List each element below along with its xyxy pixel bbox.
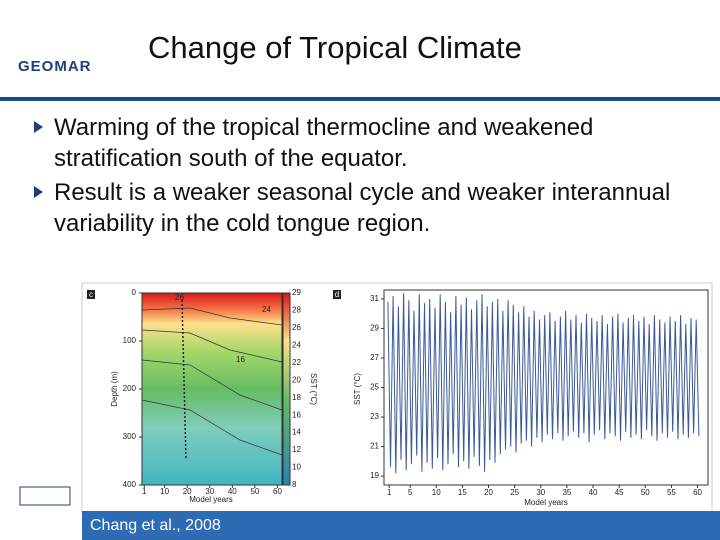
y-tick-label: 19 — [370, 471, 379, 480]
logo: GEOMAR — [18, 58, 92, 75]
contour-label: 26 — [175, 293, 184, 302]
colorbar-tick-label: 12 — [292, 445, 301, 454]
x-tick-label: 1 — [387, 488, 392, 497]
y-tick-label: 21 — [370, 442, 379, 451]
contour-field — [141, 292, 283, 486]
bullet: Warming of the tropical thermocline and … — [32, 112, 712, 174]
y-tick-label: 23 — [370, 412, 379, 421]
y-tick-label: 31 — [370, 294, 379, 303]
x-axis-label: Model years — [524, 498, 568, 507]
y-axis-label: SST (°C) — [353, 373, 362, 405]
x-tick-label: 60 — [273, 487, 282, 496]
x-axis-label: Model years — [189, 495, 233, 504]
x-tick-label: 50 — [641, 488, 650, 497]
colorbar-tick-label: 28 — [292, 306, 301, 315]
x-tick-label: 35 — [562, 488, 571, 497]
colorbar-tick-label: 26 — [292, 323, 301, 332]
x-tick-label: 20 — [183, 487, 192, 496]
panel-label-box — [87, 290, 95, 299]
bullet: Result is a weaker seasonal cycle and we… — [32, 177, 712, 239]
y-tick-label: 300 — [123, 432, 137, 441]
citation: Chang et al., 2008 — [90, 517, 221, 534]
colorbar-tick-label: 8 — [292, 480, 297, 489]
dotted-line — [181, 299, 187, 461]
contour-lines — [141, 307, 283, 456]
colorbar-tick-label: 14 — [292, 428, 301, 437]
colorbar-tick-label: 29 — [292, 288, 301, 297]
x-tick-label: 10 — [160, 487, 169, 496]
x-tick-label: 10 — [432, 488, 441, 497]
colorbar-tick-label: 20 — [292, 375, 301, 384]
contour-label: 16 — [236, 355, 245, 364]
colorbar-tick-label: 22 — [292, 358, 301, 367]
colorbar-tick-label: 16 — [292, 410, 301, 419]
x-tick-label: 5 — [408, 488, 413, 497]
y-tick-label: 25 — [370, 383, 379, 392]
x-tick-label: 55 — [667, 488, 676, 497]
panel-label: c — [89, 290, 93, 299]
y-tick-label: 400 — [123, 480, 137, 489]
x-tick-label: 40 — [228, 487, 237, 496]
panel-label: d — [335, 290, 339, 299]
colorbar-tick-label: 18 — [292, 393, 301, 402]
x-tick-label: 1 — [142, 487, 147, 496]
sst-line — [387, 292, 700, 474]
colorbar-label: SST (°C) — [309, 373, 318, 405]
x-tick-label: 60 — [693, 488, 702, 497]
x-tick-label: 45 — [615, 488, 624, 497]
x-tick-label: 25 — [510, 488, 519, 497]
colorbar-tick-label: 10 — [292, 463, 301, 472]
y-tick-label: 29 — [370, 324, 379, 333]
x-tick-label: 50 — [250, 487, 259, 496]
footer-band — [82, 511, 720, 540]
cau-logo — [19, 486, 71, 506]
y-axis-label: Depth (m) — [110, 371, 119, 407]
header-rule — [0, 97, 720, 101]
y-tick-label: 200 — [123, 384, 137, 393]
y-tick-label: 100 — [123, 336, 137, 345]
y-tick-label: 0 — [132, 288, 137, 297]
colorbar-tick-label: 24 — [292, 340, 301, 349]
x-tick-label: 30 — [536, 488, 545, 497]
x-tick-label: 30 — [205, 487, 214, 496]
x-tick-label: 40 — [589, 488, 598, 497]
panel-label-box — [333, 290, 341, 299]
bullet-list: Warming of the tropical thermocline and … — [32, 112, 712, 242]
y-tick-label: 27 — [370, 353, 379, 362]
contour-label: 24 — [262, 305, 271, 314]
slide-title: Change of Tropical Climate — [148, 30, 522, 65]
x-tick-label: 15 — [458, 488, 467, 497]
colorbar — [282, 292, 291, 486]
x-tick-label: 20 — [484, 488, 493, 497]
